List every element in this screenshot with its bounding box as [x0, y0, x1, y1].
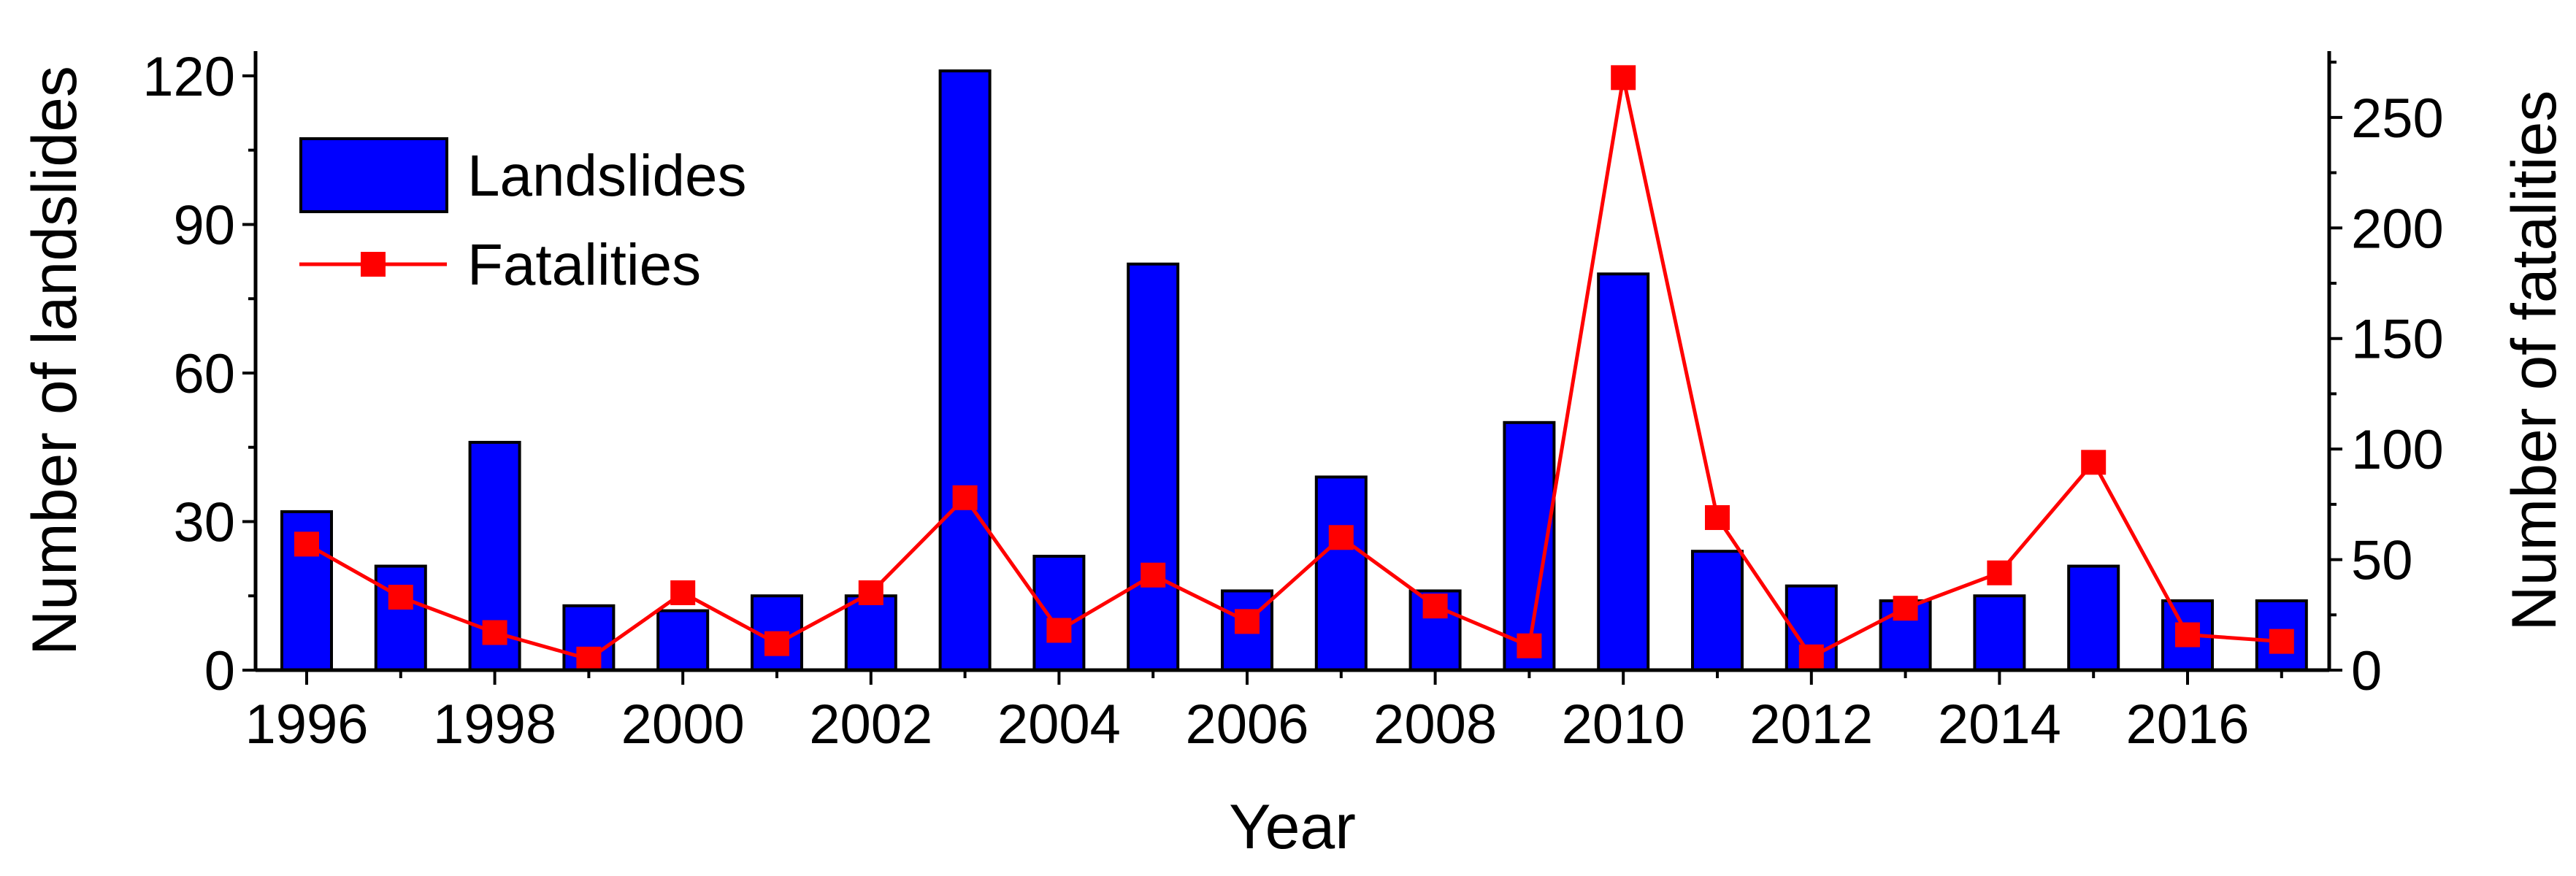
left-tick-label: 0: [204, 640, 235, 702]
bar-2015: [2067, 564, 2120, 672]
fatalities-point-2015: [2081, 450, 2107, 475]
fatalities-point-2010: [1611, 65, 1636, 91]
fatalities-point-1997: [388, 585, 413, 610]
bar-2010: [1597, 272, 1650, 672]
fatalities-point-2004: [1046, 618, 1072, 643]
right-tick-label: 250: [2351, 88, 2444, 150]
right-y-axis-title: Number of fatalities: [2499, 91, 2569, 631]
fatalities-line: [305, 77, 2282, 661]
fatalities-point-2013: [1893, 596, 1918, 621]
x-tick-label: 2004: [997, 694, 1121, 756]
bar-1997: [374, 564, 427, 672]
fatalities-point-2005: [1141, 562, 1166, 588]
right-tick-label: 150: [2351, 309, 2444, 371]
bar-2003: [938, 69, 992, 672]
bar-2004: [1032, 554, 1086, 672]
fatalities-point-2008: [1422, 593, 1448, 619]
bar-2005: [1127, 262, 1180, 672]
right-tick-label: 0: [2351, 640, 2382, 702]
legend-landslides-swatch: [299, 137, 448, 213]
legend-landslides-label: Landslides: [467, 143, 747, 208]
x-tick-label: 2002: [809, 694, 932, 756]
fatalities-point-2012: [1798, 644, 1824, 669]
bar-2011: [1691, 550, 1744, 672]
legend-fatalities-label: Fatalities: [467, 232, 701, 297]
left-y-axis-title: Number of landslides: [20, 66, 90, 656]
fatalities-point-2017: [2269, 629, 2294, 654]
bar-2014: [1973, 594, 2026, 672]
fatalities-point-2016: [2175, 622, 2200, 648]
bar-2007: [1314, 475, 1368, 672]
left-tick-label: 90: [173, 194, 235, 256]
right-tick-label: 100: [2351, 419, 2444, 481]
left-tick-label: 120: [142, 46, 235, 108]
fatalities-point-2002: [858, 580, 883, 605]
fatalities-point-2007: [1328, 525, 1354, 550]
x-axis-title: Year: [1229, 792, 1356, 862]
fatalities-point-2006: [1235, 609, 1260, 634]
legend-fatalities-marker: [361, 252, 386, 277]
fatalities-line-layer: [294, 65, 2294, 672]
x-tick-label: 2000: [621, 694, 745, 756]
legend: Landslides Fatalities: [299, 137, 747, 297]
x-tick-label: 2006: [1185, 694, 1308, 756]
x-tick-label: 2008: [1373, 694, 1497, 756]
fatalities-point-2009: [1517, 633, 1542, 658]
left-tick-label: 60: [173, 343, 235, 405]
fatalities-point-2014: [1987, 560, 2012, 585]
right-tick-label: 200: [2351, 198, 2444, 260]
x-tick-label: 2016: [2125, 694, 2249, 756]
bars-layer: [280, 69, 2308, 672]
x-tick-label: 2014: [1938, 694, 2061, 756]
bar-2002: [844, 594, 897, 672]
fatalities-point-1996: [294, 531, 319, 557]
right-tick-label: 50: [2351, 530, 2413, 592]
x-tick-label: 1996: [245, 694, 368, 756]
axes-layer: [253, 51, 2331, 672]
bar-2000: [656, 609, 710, 672]
ticks-layer: 0 30 60 90 120 0 50 100 150 200 250 1996 1998 2000 200…: [142, 46, 2444, 756]
fatalities-point-2011: [1705, 505, 1730, 531]
fatalities-point-2001: [764, 631, 789, 656]
fatalities-point-1998: [482, 620, 507, 645]
x-tick-label: 2012: [1749, 694, 1873, 756]
fatalities-point-2000: [670, 580, 696, 605]
x-tick-label: 1998: [433, 694, 556, 756]
fatalities-point-2003: [952, 485, 978, 510]
fatalities-point-1999: [576, 646, 602, 672]
x-tick-label: 2010: [1562, 694, 1685, 756]
left-tick-label: 30: [173, 491, 235, 553]
bar-2017: [2255, 599, 2308, 672]
